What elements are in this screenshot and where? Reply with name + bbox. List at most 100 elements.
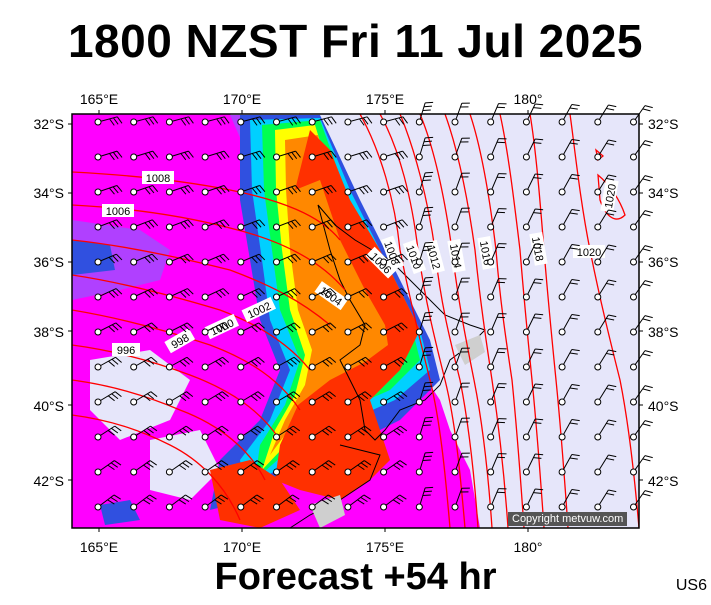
wind-barb-flag: [645, 351, 653, 353]
wind-station-marker: [488, 189, 494, 195]
wind-barb-flag: [424, 281, 432, 282]
wind-barb-flag: [423, 180, 431, 181]
wind-station-marker: [166, 294, 172, 300]
wind-station-marker: [95, 504, 101, 510]
wind-station-marker: [381, 119, 387, 125]
wind-barb-flag: [425, 382, 433, 383]
wind-station-marker: [274, 329, 280, 335]
wind-station-marker: [131, 469, 137, 475]
wind-station-marker: [416, 189, 422, 195]
wind-barb-flag: [643, 424, 651, 426]
wind-barb-flag: [424, 316, 432, 317]
wind-station-marker: [631, 469, 637, 475]
lat-label-34s: 34°S: [648, 185, 679, 201]
wind-station-marker: [559, 224, 565, 230]
wind-station-marker: [381, 224, 387, 230]
wind-station-marker: [523, 504, 529, 510]
lat-label-32s: 32°S: [33, 116, 64, 132]
wind-station-marker: [238, 154, 244, 160]
lat-label-32s: 32°S: [648, 116, 679, 132]
wind-station-marker: [202, 119, 208, 125]
wind-station-marker: [416, 259, 422, 265]
wind-station-marker: [274, 294, 280, 300]
wind-station-marker: [559, 259, 565, 265]
wind-barb-flag: [645, 316, 653, 318]
wind-station-marker: [95, 469, 101, 475]
wind-station-marker: [381, 189, 387, 195]
wind-station-marker: [309, 504, 315, 510]
wind-station-marker: [488, 119, 494, 125]
lon-label-165e: 165°E: [80, 539, 118, 555]
wind-barb-flag: [423, 460, 431, 461]
wind-station-marker: [488, 154, 494, 160]
wind-station-marker: [595, 119, 601, 125]
wind-station-marker: [381, 434, 387, 440]
wind-station-marker: [416, 504, 422, 510]
wind-station-marker: [559, 329, 565, 335]
wind-station-marker: [452, 504, 458, 510]
wind-barb-flag: [423, 390, 431, 391]
wind-station-marker: [238, 329, 244, 335]
isobar-label: 1008: [146, 173, 170, 185]
wind-station-marker: [274, 469, 280, 475]
wind-station-marker: [95, 154, 101, 160]
wind-station-marker: [416, 154, 422, 160]
wind-barb-flag: [645, 141, 653, 143]
wind-barb-flag: [424, 141, 432, 142]
wind-station-marker: [131, 364, 137, 370]
wind-station-marker: [559, 434, 565, 440]
wind-barb-flag: [643, 179, 651, 181]
wind-station-marker: [631, 399, 637, 405]
wind-barb-flag: [645, 281, 653, 283]
wind-station-marker: [523, 364, 529, 370]
lon-label-165e: 165°E: [80, 91, 118, 107]
wind-barb-flag: [425, 242, 433, 243]
wind-station-marker: [131, 224, 137, 230]
wind-station-marker: [452, 189, 458, 195]
wind-station-marker: [309, 189, 315, 195]
wind-station-marker: [274, 259, 280, 265]
wind-station-marker: [309, 119, 315, 125]
wind-station-marker: [274, 504, 280, 510]
lon-label-175e: 175°E: [366, 91, 404, 107]
wind-station-marker: [238, 469, 244, 475]
wind-station-marker: [345, 329, 351, 335]
wind-station-marker: [166, 224, 172, 230]
wind-station-marker: [595, 504, 601, 510]
wind-station-marker: [595, 259, 601, 265]
wind-barb-flag: [423, 215, 431, 216]
wind-barb-flag: [423, 495, 431, 496]
lat-label-34s: 34°S: [33, 185, 64, 201]
wind-station-marker: [452, 224, 458, 230]
wind-station-marker: [595, 399, 601, 405]
wind-station-marker: [631, 119, 637, 125]
wind-station-marker: [166, 189, 172, 195]
wind-station-marker: [559, 119, 565, 125]
wind-station-marker: [202, 189, 208, 195]
wind-station-marker: [381, 469, 387, 475]
wind-station-marker: [381, 329, 387, 335]
wind-station-marker: [131, 329, 137, 335]
wind-station-marker: [274, 364, 280, 370]
wind-station-marker: [452, 154, 458, 160]
wind-station-marker: [238, 364, 244, 370]
wind-station-marker: [166, 504, 172, 510]
lat-label-36s: 36°S: [33, 254, 64, 270]
wind-station-marker: [523, 189, 529, 195]
wind-barb-flag: [570, 108, 578, 109]
wind-station-marker: [131, 504, 137, 510]
wind-barb-flag: [424, 176, 432, 177]
wind-station-marker: [274, 119, 280, 125]
wind-station-marker: [559, 294, 565, 300]
wind-barb-flag: [645, 106, 653, 108]
wind-station-marker: [345, 224, 351, 230]
wind-station-marker: [559, 189, 565, 195]
wind-station-marker: [131, 154, 137, 160]
wind-station-marker: [95, 119, 101, 125]
wind-station-marker: [166, 364, 172, 370]
wind-station-marker: [488, 364, 494, 370]
wind-station-marker: [202, 434, 208, 440]
forecast-label: Forecast +54 hr: [0, 556, 711, 599]
wind-barb-flag: [425, 172, 433, 173]
